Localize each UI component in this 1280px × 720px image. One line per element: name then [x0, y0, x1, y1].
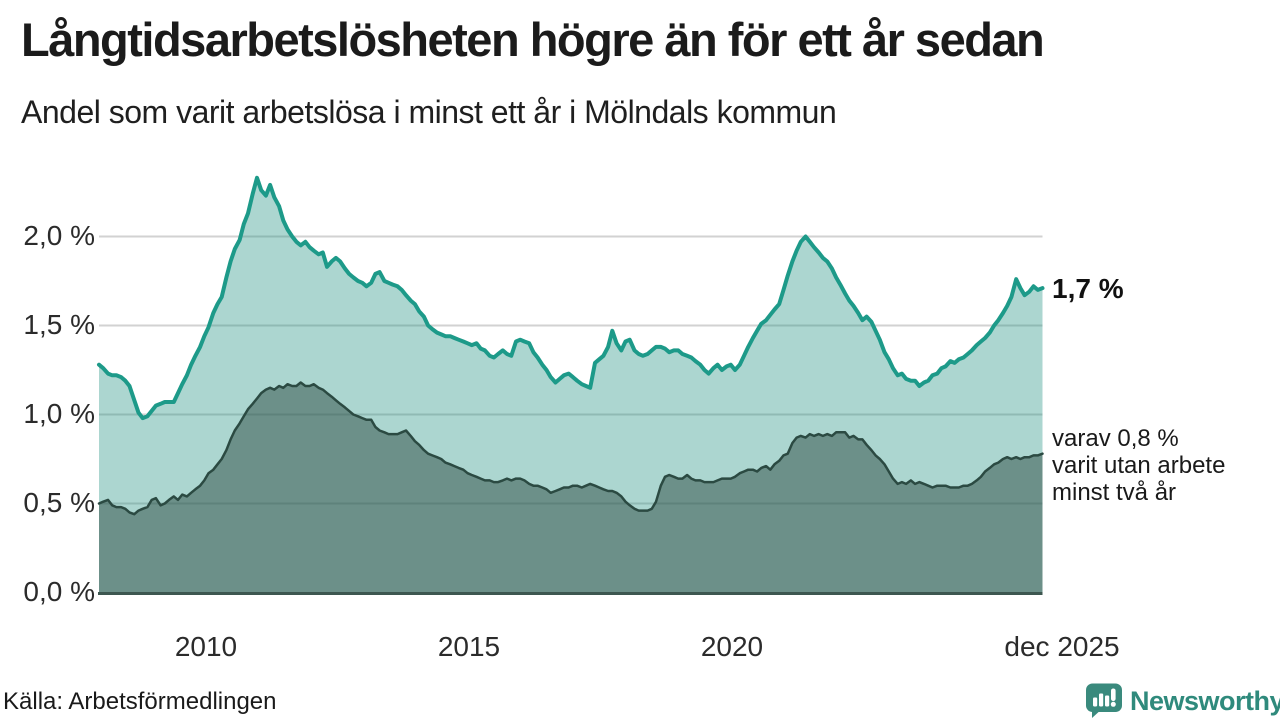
secondary-label-line-1: varav 0,8 % [1052, 425, 1179, 452]
y-tick-1-5: 1,5 % [23, 309, 95, 340]
line-minst-tva-ar [97, 381, 1044, 516]
newsworthy-brand: Newsworthy [1085, 683, 1280, 719]
secondary-series-label: varav 0,8 % varit utan arbete minst två … [1052, 425, 1225, 506]
y-tick-2-0: 2,0 % [23, 220, 95, 251]
newsworthy-logo-icon [1086, 683, 1122, 718]
x-tick-dec-2025: dec 2025 [1004, 631, 1120, 662]
y-tick-0-5: 0,5 % [23, 487, 95, 518]
y-tick-1-0: 1,0 % [23, 398, 95, 429]
source-note: Källa: Arbetsförmedlingen [3, 688, 277, 715]
newsworthy-wordmark: Newsworthy [1130, 685, 1280, 716]
series-lines [97, 175, 1045, 516]
x-tick-2020: 2020 [700, 631, 764, 662]
page-subtitle: Andel som varit arbetslösa i minst ett å… [21, 94, 837, 130]
latest-value-label: 1,7 % [1052, 273, 1124, 304]
secondary-label-line-2: varit utan arbete [1052, 452, 1226, 479]
y-tick-0-0: 0,0 % [23, 576, 95, 607]
secondary-label-line-3: minst två år [1052, 479, 1177, 506]
line-min-ett-ar [97, 175, 1045, 421]
page-title: Långtidsarbetslösheten högre än för ett … [21, 13, 1045, 66]
x-tick-2015: 2015 [437, 631, 501, 662]
x-tick-2010: 2010 [174, 631, 238, 662]
